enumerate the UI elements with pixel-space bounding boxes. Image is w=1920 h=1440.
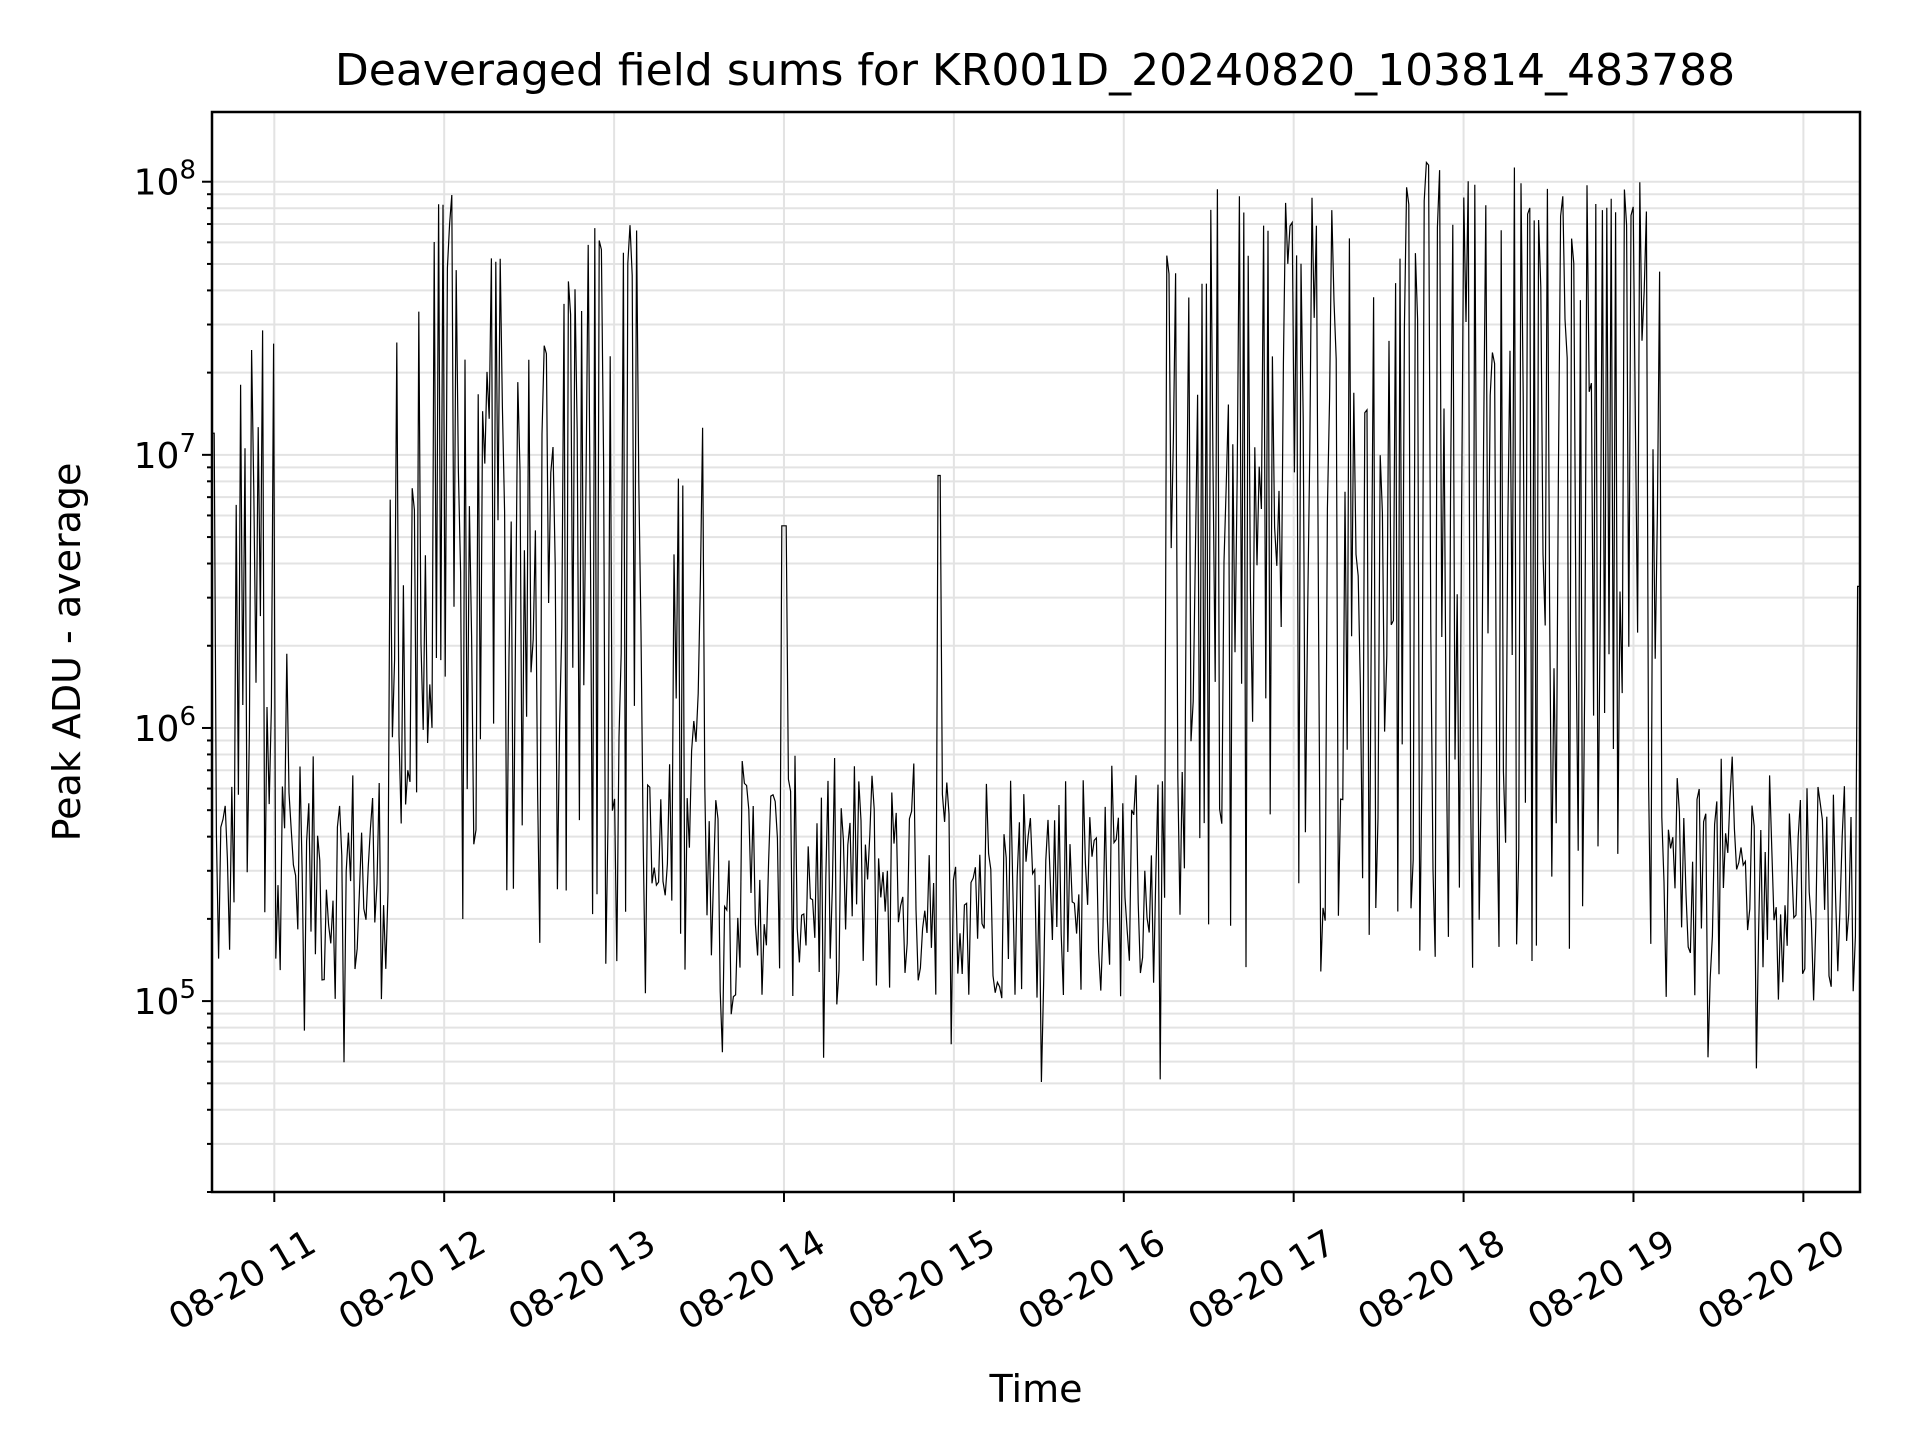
chart-title: Deaveraged field sums for KR001D_2024082…	[335, 45, 1735, 96]
x-tick-label: 08-20 18	[1351, 1222, 1512, 1338]
x-tick-label: 08-20 20	[1691, 1222, 1852, 1338]
x-tick-label: 08-20 17	[1182, 1222, 1343, 1338]
y-tick-label: 107	[134, 429, 196, 477]
x-tick-label: 08-20 13	[502, 1222, 663, 1338]
x-tick-label: 08-20 19	[1521, 1222, 1682, 1338]
x-tick-label: 08-20 14	[672, 1222, 833, 1338]
y-tick-label: 106	[134, 702, 196, 750]
data-series-line	[212, 160, 1860, 1083]
x-axis-ticks: 08-20 11 08-20 12 08-20 13 08-20 14 08-20 15…	[162, 1192, 1852, 1339]
x-tick-label: 08-20 16	[1012, 1222, 1173, 1338]
y-axis-label: Peak ADU - average	[45, 463, 89, 842]
y-tick-label: 108	[134, 156, 196, 204]
x-tick-label: 08-20 12	[332, 1222, 493, 1338]
x-tick-label: 08-20 15	[842, 1222, 1003, 1338]
y-axis-ticks: 105 106 107 108	[134, 156, 212, 1193]
y-tick-label: 105	[134, 975, 196, 1023]
series-trace	[212, 160, 1860, 1083]
x-axis-label: Time	[989, 1367, 1083, 1411]
x-tick-label: 08-20 11	[162, 1222, 323, 1338]
plot-frame	[210, 110, 1862, 1194]
